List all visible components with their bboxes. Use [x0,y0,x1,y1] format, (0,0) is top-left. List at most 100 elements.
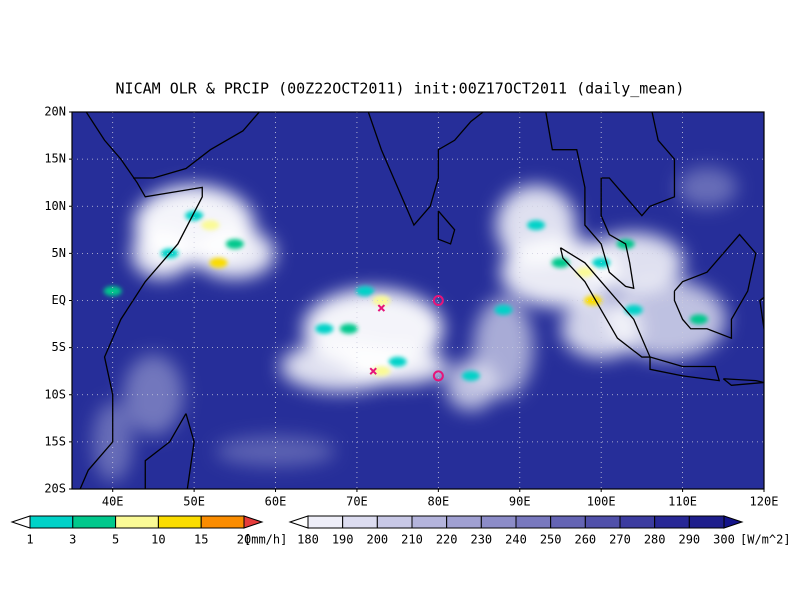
coastline [133,112,261,179]
lon-label: 110E [668,495,697,509]
cross-marker [369,367,377,375]
precip-cell [185,210,204,221]
colorbar-label: 290 [678,533,700,547]
cloud [583,232,684,293]
colorbar-label: 250 [540,533,562,547]
colorbar-label: 180 [297,533,319,547]
map [72,112,764,489]
colorbar-segment [550,515,586,529]
colorbar-segment [411,515,448,529]
lon-label: 50E [183,495,205,509]
precip-cell [339,323,358,334]
lon-label: 90E [509,495,531,509]
cloud [123,354,184,435]
lon-label: 60E [265,495,287,509]
colorbar-segment [115,515,159,529]
colorbar-segment [200,515,245,529]
precip-cell [372,295,391,306]
colorbar-segment [157,515,202,529]
lat-label: EQ [52,293,66,307]
lat-label: 20S [44,482,66,496]
colorbar-end [723,515,744,529]
lon-label: 40E [102,495,124,509]
colorbar-segment [584,515,621,529]
lon-label: 80E [428,495,450,509]
cloud-field [92,167,738,482]
cloud [215,436,336,467]
precip-cell [575,267,594,278]
grid [72,112,764,489]
colorbar-label: 280 [644,533,666,547]
lat-label: 10S [44,387,66,401]
cloud [445,360,496,411]
colorbar-segment [376,515,413,529]
colorbar-label: 230 [470,533,492,547]
colorbar-end [243,515,264,529]
colorbar-unit: [mm/h] [244,533,287,547]
lat-label: 10N [44,199,66,213]
colorbars: 1 3 5 10 15 20[mm/h] 180 190 200 210 220 230 240 250 2… [10,515,791,547]
colorbar-label: 200 [366,533,388,547]
map-title: NICAM OLR & PRCIP (00Z22OCT2011) init:00… [116,80,685,98]
lat-label: 15S [44,434,66,448]
cloud [561,298,642,359]
colorbar-label: 240 [505,533,527,547]
coastline [722,378,764,386]
colorbar-label: 3 [69,533,76,547]
precip-cell [356,286,375,297]
precip-cell [315,323,334,334]
colorbar-label: 220 [436,533,458,547]
precip-cell [209,257,228,268]
colorbar-segment [688,515,725,529]
lat-label: 5S [52,340,66,354]
coastline [79,112,203,489]
colorbar-label: 10 [151,533,165,547]
precip-cell [225,238,244,249]
precip-cell [372,366,391,377]
lat-label: 5N [52,246,66,260]
colorbar-label: 210 [401,533,423,547]
coastline [649,356,721,382]
coastline [559,247,652,358]
lon-label: 120E [750,495,779,509]
colorbar-label: 190 [332,533,354,547]
colorbar-label: 1 [26,533,33,547]
colorbar-segment [307,515,344,529]
coastline [673,233,757,340]
colorbar-label: 260 [574,533,596,547]
colorbar-end [288,515,309,529]
precip-cell [527,220,546,231]
markers [369,295,444,382]
coastline [367,112,485,227]
precip-cell [103,286,122,297]
colorbar-label: 300 [713,533,735,547]
colorbar-label: 5 [112,533,119,547]
coastline [437,210,456,245]
precip-cell [201,220,220,231]
cloud [677,167,738,208]
colorbar-label: 270 [609,533,631,547]
colorbar-end [10,515,31,529]
axes: 20N 15N 10N 5N EQ 5S 10S 15S 20S 40E 50E 60E 70E 80E 9… [44,105,778,509]
coastlines [79,112,764,489]
storm-marker [432,295,444,306]
colorbar-unit: [W/m^2] [740,533,791,547]
lat-label: 15N [44,152,66,166]
precip-cell [689,314,708,325]
lon-label: 70E [346,495,368,509]
colorbar-segment [619,515,656,529]
coastline [545,112,676,290]
colorbar-segment [29,515,74,529]
colorbar-segment [480,515,517,529]
precip-cell [494,304,513,315]
storm-marker [432,370,444,382]
precip-cell [388,356,407,367]
colorbar-segment [342,515,378,529]
colorbar-label: 20 [237,533,251,547]
lon-label: 100E [587,495,616,509]
coastline [144,413,195,489]
lat-label: 20N [44,105,66,119]
colorbar-segment [515,515,552,529]
colorbar-label: 15 [194,533,208,547]
